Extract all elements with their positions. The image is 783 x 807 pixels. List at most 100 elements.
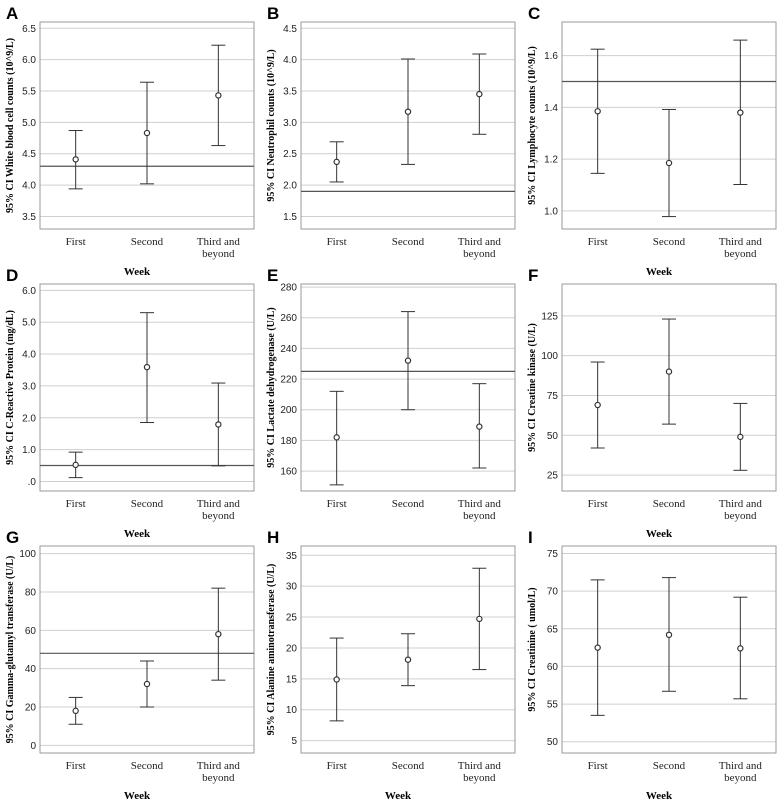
chart-svg: A 3.5 4.0 4.5 5.0 5.5 6.0 6.5 First Second Third a… bbox=[5, 4, 255, 278]
panel-label: E bbox=[267, 266, 278, 285]
y-tick-label: 4.0 bbox=[283, 55, 297, 66]
error-bar-2 bbox=[662, 577, 676, 692]
x-category-label: Third and beyond bbox=[719, 760, 763, 784]
mean-point bbox=[215, 630, 222, 638]
mean-point bbox=[333, 158, 340, 166]
mean-point bbox=[143, 680, 151, 688]
mean-point bbox=[72, 707, 79, 715]
y-axis-label: 95% CI Alanine aminotransferase (U/L) bbox=[266, 564, 277, 736]
y-tick-label: 3.0 bbox=[283, 118, 297, 129]
plot-frame bbox=[561, 283, 777, 492]
error-bar-3 bbox=[472, 383, 487, 469]
x-category-label: Second bbox=[392, 760, 425, 772]
x-category-label: Third and beyond bbox=[197, 760, 241, 784]
chart-svg: B 1.5 2.0 2.5 3.0 3.5 4.0 4.5 First Second Third a… bbox=[266, 4, 516, 260]
error-bar-3 bbox=[211, 382, 226, 467]
y-tick-label: 5.0 bbox=[22, 118, 36, 129]
error-bar-2 bbox=[140, 312, 154, 424]
y-tick-label: 0 bbox=[30, 741, 36, 752]
chart-svg: G 0 20 40 60 80 100 First Second Third and beyond W… bbox=[5, 528, 255, 802]
x-category-label: First bbox=[327, 498, 347, 510]
mean-point bbox=[333, 434, 340, 441]
error-bar-1 bbox=[329, 637, 344, 722]
y-tick-label: 4.5 bbox=[283, 24, 297, 35]
error-bar-2 bbox=[140, 660, 154, 708]
panel-label: B bbox=[267, 4, 279, 23]
y-tick-label: 20 bbox=[286, 643, 298, 654]
y-tick-label: 75 bbox=[547, 391, 559, 402]
y-tick-label: 70 bbox=[547, 587, 559, 598]
chart-svg: F 25 50 75 100 125 First Second Third and beyond W… bbox=[527, 266, 777, 540]
plot-frame bbox=[561, 21, 777, 230]
y-tick-label: 280 bbox=[280, 283, 297, 294]
x-category-label: Second bbox=[653, 236, 686, 248]
x-category-label: First bbox=[588, 236, 608, 248]
panel-label: F bbox=[528, 266, 538, 285]
y-tick-label: 4.5 bbox=[22, 149, 36, 160]
x-category-label: Third and beyond bbox=[719, 498, 763, 522]
x-category-label: Second bbox=[392, 236, 425, 248]
y-tick-label: 65 bbox=[547, 624, 559, 635]
y-tick-label: 20 bbox=[25, 703, 37, 714]
mean-point bbox=[737, 109, 744, 116]
error-bar-1 bbox=[590, 48, 605, 174]
y-tick-label: 220 bbox=[280, 375, 297, 386]
chart-panel-d: D .0 1.0 2.0 3.0 4.0 5.0 6.0 First Second Third an… bbox=[0, 262, 261, 540]
x-category-label: Second bbox=[131, 498, 164, 510]
y-axis-label: 95% CI Creatine kinase (U/L) bbox=[527, 323, 538, 452]
y-tick-label: 6.5 bbox=[22, 24, 36, 35]
x-category-label: Third and beyond bbox=[458, 498, 502, 522]
plot-frame bbox=[39, 283, 255, 492]
error-bar-3 bbox=[472, 567, 487, 671]
chart-svg: H 5 10 15 20 25 30 35 First Second Third and beyond… bbox=[266, 528, 516, 802]
chart-panel-g: G 0 20 40 60 80 100 First Second Third and beyond W… bbox=[0, 524, 261, 802]
error-bar-2 bbox=[140, 81, 154, 185]
y-tick-label: 180 bbox=[280, 436, 297, 447]
x-axis-label: Week bbox=[385, 790, 412, 802]
x-category-label: Third and beyond bbox=[458, 236, 502, 260]
error-bar-2 bbox=[401, 58, 415, 165]
mean-point bbox=[737, 645, 744, 652]
plot-frame bbox=[300, 545, 516, 754]
chart-svg: C 1.0 1.2 1.4 1.6 First Second Third and beyond W… bbox=[527, 4, 777, 278]
y-tick-label: 5 bbox=[291, 736, 297, 747]
x-category-label: Third and beyond bbox=[197, 236, 241, 260]
plot-frame bbox=[561, 545, 777, 754]
error-bar-1 bbox=[68, 696, 83, 725]
panel-label: D bbox=[6, 266, 18, 285]
chart-svg: I 50 55 60 65 70 75 First Second Third and beyond W… bbox=[527, 528, 777, 802]
x-category-label: Third and beyond bbox=[458, 760, 502, 784]
error-bar-1 bbox=[590, 579, 605, 716]
y-tick-label: 5.0 bbox=[22, 318, 36, 329]
mean-point bbox=[72, 156, 79, 163]
mean-point bbox=[594, 644, 601, 651]
y-tick-label: 4.0 bbox=[22, 181, 36, 192]
plot-frame bbox=[39, 21, 255, 230]
error-bar-2 bbox=[401, 311, 415, 411]
panel-label: A bbox=[6, 4, 18, 23]
mean-point bbox=[72, 461, 79, 469]
error-bar-1 bbox=[68, 130, 83, 190]
y-tick-label: 5.5 bbox=[22, 87, 36, 98]
error-bar-3 bbox=[733, 402, 748, 471]
x-category-label: Second bbox=[131, 236, 164, 248]
y-tick-label: 200 bbox=[280, 405, 297, 416]
y-tick-label: 3.0 bbox=[22, 381, 36, 392]
mean-point bbox=[404, 357, 412, 364]
x-axis-label: Week bbox=[646, 266, 673, 278]
x-axis-label: Week bbox=[646, 528, 673, 540]
error-bar-2 bbox=[401, 633, 415, 687]
x-axis-label: Week bbox=[124, 528, 151, 540]
mean-point bbox=[594, 108, 601, 115]
error-bar-3 bbox=[733, 596, 748, 700]
y-tick-label: 1.2 bbox=[544, 155, 558, 166]
x-category-label: Second bbox=[653, 498, 686, 510]
y-tick-label: 6.0 bbox=[22, 286, 36, 297]
mean-point bbox=[404, 108, 412, 115]
x-category-label: First bbox=[327, 236, 347, 248]
mean-point bbox=[215, 421, 222, 428]
y-tick-label: 160 bbox=[280, 467, 297, 478]
y-tick-label: 30 bbox=[286, 582, 298, 593]
y-axis-label: 95% CI Lactate dehydrogenase (U/L) bbox=[266, 307, 277, 467]
